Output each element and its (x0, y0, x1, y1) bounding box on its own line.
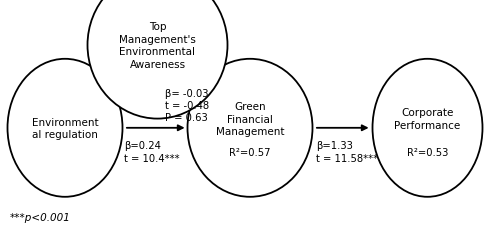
Ellipse shape (372, 60, 482, 197)
Text: β=1.33
t = 11.58***: β=1.33 t = 11.58*** (316, 141, 378, 163)
Text: β=0.24
t = 10.4***: β=0.24 t = 10.4*** (124, 141, 180, 163)
Text: Top
Management's
Environmental
Awareness: Top Management's Environmental Awareness (119, 22, 196, 69)
Text: Green
Financial
Management: Green Financial Management (216, 102, 284, 136)
Text: Environment
al regulation: Environment al regulation (32, 117, 98, 139)
Ellipse shape (88, 0, 228, 119)
Text: ***p<0.001: ***p<0.001 (10, 212, 71, 222)
Text: R²=0.53: R²=0.53 (407, 147, 448, 157)
Text: β= -0.03
t = -0.48
P = 0.63: β= -0.03 t = -0.48 P = 0.63 (165, 88, 209, 123)
Ellipse shape (188, 60, 312, 197)
Text: R²=0.57: R²=0.57 (229, 147, 271, 157)
Text: Corporate
Performance: Corporate Performance (394, 108, 460, 130)
Ellipse shape (8, 60, 122, 197)
